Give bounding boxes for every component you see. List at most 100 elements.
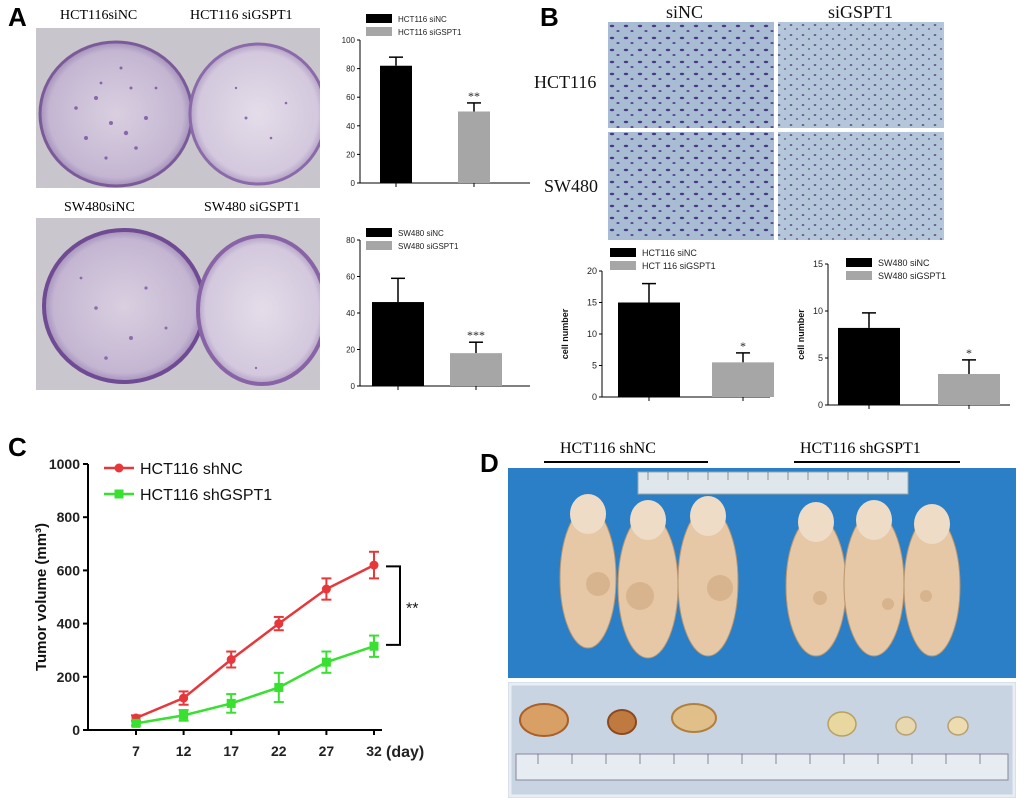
legend-label: HCT 116 siGSPT1 [642,261,716,271]
legend-label: HCT116 siNC [642,248,697,258]
y-tick-label: 10 [587,329,597,339]
legend-swatch [610,248,636,257]
bar [450,353,502,386]
y-tick-label: 20 [346,346,355,355]
x-tick-label: 32 [366,743,382,759]
y-tick-label: 0 [351,179,356,188]
legend-label: HCT116 shNC [140,461,243,478]
y-tick-label: 40 [346,122,355,131]
y-tick-label: 80 [346,236,355,245]
data-point [226,698,236,708]
col-label-sigspt1: siGSPT1 [828,2,894,22]
panel-label-a: A [8,2,27,32]
y-tick-label: 200 [57,669,81,685]
y-axis-label: Tumor volume (mm³) [33,523,50,671]
legend-label: HCT116 siGSPT1 [398,28,462,37]
bar-chart-b-right: SW480 siNC SW480 siGSPT1 0 5 10 15 cell number… [796,258,1010,410]
transwell-image-grid [608,22,944,240]
plate-label-hct116-sigspt1: HCT116 siGSPT1 [190,8,293,23]
row-label-hct116: HCT116 [534,72,597,92]
data-point [369,560,379,570]
significance-marker: ** [468,89,480,103]
y-tick-label: 20 [346,150,355,159]
y-tick-label: 60 [346,273,355,282]
legend-swatch [366,14,392,23]
bar-chart-b-left: HCT116 siNC HCT 116 siGSPT1 0 5 10 15 20 cell n… [560,248,774,402]
legend-label: SW480 siNC [398,229,444,238]
bar-chart-a-bottom: SW480 siNC SW480 siGSPT1 0 20 40 60 80 *** [346,228,530,391]
y-tick-label: 0 [351,382,356,391]
y-tick-label: 80 [346,65,355,74]
colony-plate-photo-sw480 [36,218,320,390]
bar [380,65,412,183]
legend-marker [114,489,124,499]
plate-label-sw480-sinc: SW480siNC [64,200,135,215]
y-tick-label: 15 [813,259,823,269]
x-tick-label: 17 [223,743,239,759]
data-point [369,641,379,651]
data-point [274,682,284,692]
legend-swatch [610,261,636,270]
y-tick-label: 5 [592,361,597,371]
group-label-shnc: HCT116 shNC [560,440,656,457]
y-axis-label: cell number [796,309,806,360]
y-tick-label: 400 [57,616,81,632]
legend-marker [114,463,124,473]
legend-label: HCT116 shGSPT1 [140,487,272,504]
data-point [226,655,236,665]
legend-label: SW480 siNC [878,258,930,268]
data-point [274,619,284,629]
y-tick-label: 100 [342,36,356,45]
series-line-0 [135,563,375,720]
y-tick-label: 1000 [49,456,80,472]
significance-marker: * [740,339,746,353]
row-label-sw480: SW480 [544,176,598,196]
x-tick-label: 7 [132,743,140,759]
group-underline-shnc [544,461,708,463]
line-chart-c: 0 200 400 600 800 1000 7 12 17 22 27 32 (day) Tumor v… [33,456,424,761]
y-tick-label: 40 [346,309,355,318]
bar [372,302,424,386]
plate-label-sw480-sigspt1: SW480 siGSPT1 [204,200,301,215]
y-tick-label: 0 [592,392,597,402]
tumor-photo [508,682,1016,798]
group-underline-shgspt1 [794,461,960,463]
x-axis-unit: (day) [386,744,424,761]
bar [838,327,900,405]
y-tick-label: 5 [818,353,823,363]
bar [938,373,1000,405]
panel-label-b: B [540,2,559,32]
legend-swatch [366,27,392,36]
data-point [179,693,189,703]
panel-label-d: D [480,448,499,478]
data-point [321,584,331,594]
y-axis-label: cell number [560,308,570,359]
significance-bracket [386,565,401,646]
group-label-shgspt1: HCT116 shGSPT1 [800,440,921,457]
y-tick-label: 20 [587,266,597,276]
y-tick-label: 800 [57,509,81,525]
legend-label: HCT116 siNC [398,15,447,24]
col-label-sinc: siNC [666,2,704,22]
bar [618,302,680,397]
panel-label-c: C [8,432,27,462]
legend-label: SW480 siGSPT1 [398,242,459,251]
plate-label-hct116-sinc: HCT116siNC [60,8,138,23]
legend-swatch [846,271,872,280]
bar [712,362,774,397]
legend-label: SW480 siGSPT1 [878,271,946,281]
y-tick-label: 0 [818,400,823,410]
legend-swatch [846,258,872,267]
data-point [321,657,331,667]
significance-marker: *** [467,328,485,342]
significance-marker: * [966,346,972,360]
y-tick-label: 15 [587,298,597,308]
x-tick-label: 12 [176,743,192,759]
bar-chart-a-top: HCT116 siNC HCT116 siGSPT1 0 20 40 60 80 100 ** [342,14,530,188]
significance-marker: ** [406,601,418,618]
mice-photo [508,468,1016,678]
data-point [131,718,141,728]
legend-swatch [366,228,392,237]
bar [458,111,490,183]
y-tick-label: 10 [813,306,823,316]
